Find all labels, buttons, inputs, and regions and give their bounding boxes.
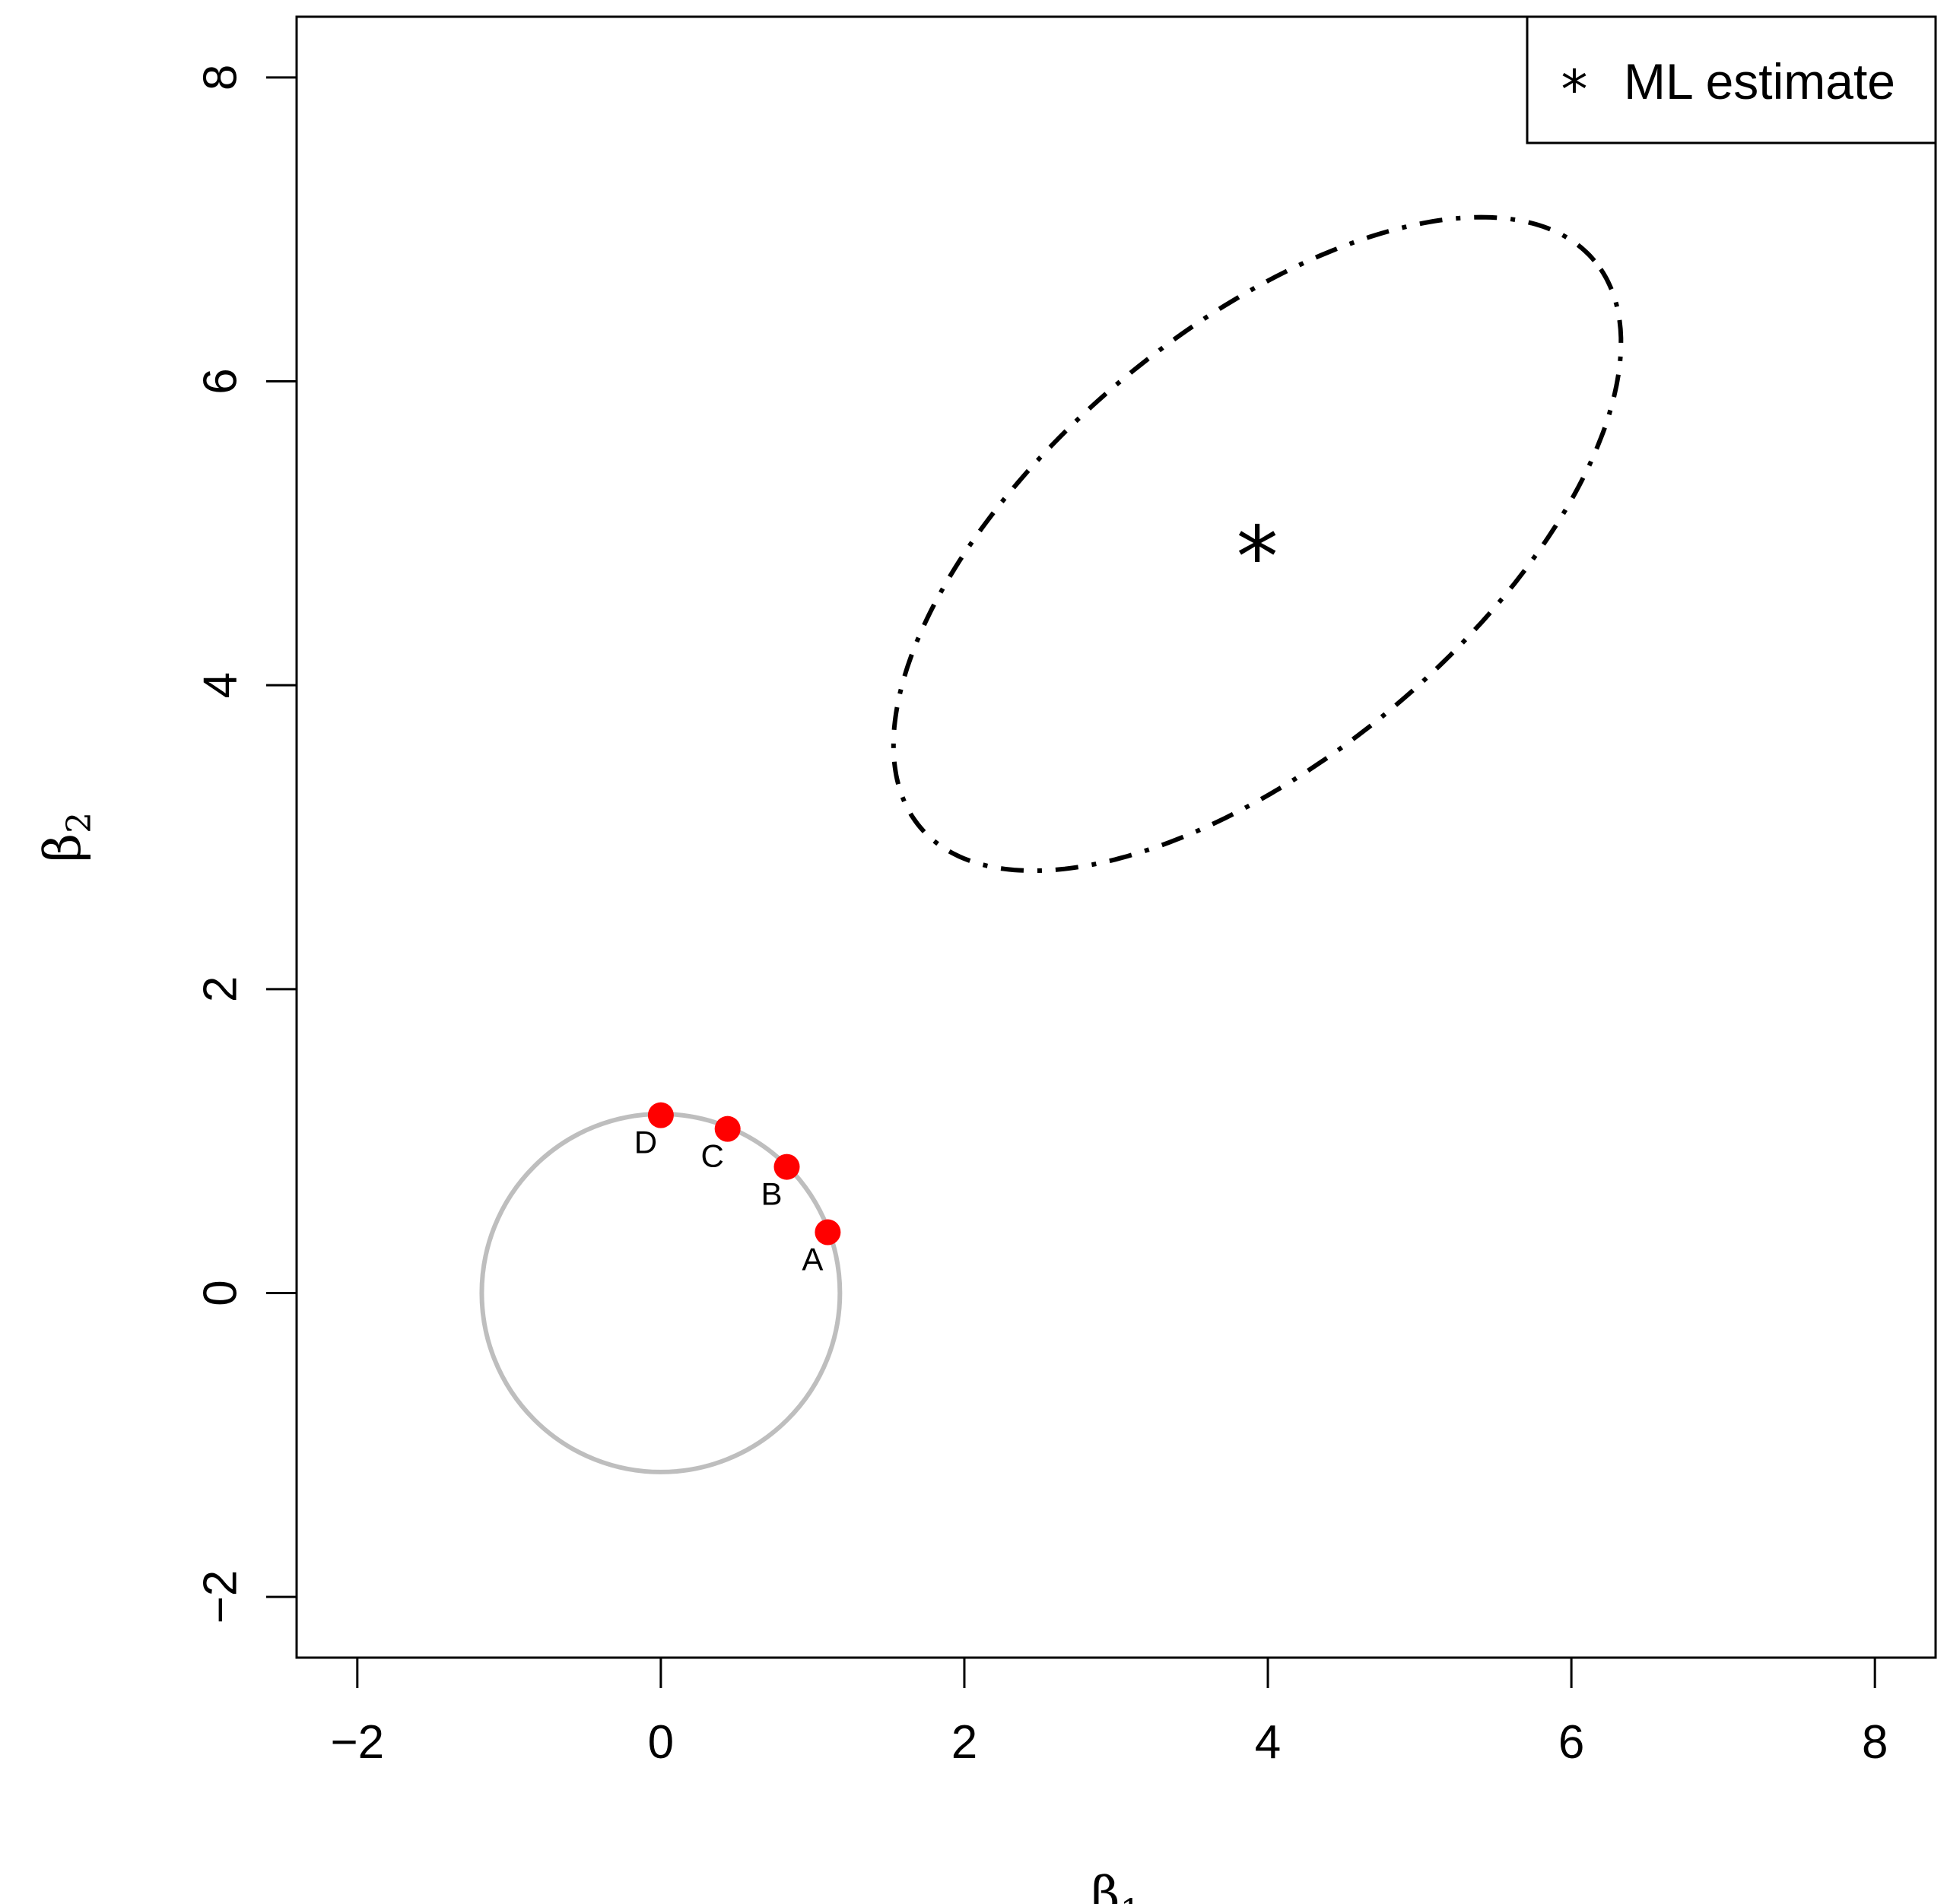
point-a (815, 1219, 841, 1246)
legend-marker: * (1561, 59, 1588, 121)
point-label-d: D (634, 1125, 657, 1160)
x-tick-label: 0 (648, 1716, 674, 1769)
x-tick-label: 2 (951, 1716, 977, 1769)
point-label-b: B (761, 1176, 782, 1212)
x-tick-label: −2 (330, 1716, 384, 1769)
legend: * ML estimate (1526, 15, 1937, 144)
x-tick-label: 4 (1255, 1716, 1281, 1769)
y-axis: −2 0 2 4 6 8 (195, 65, 298, 1624)
y-tick-label: 4 (195, 672, 247, 698)
y-axis-title-subscript: 2 (60, 812, 99, 833)
y-tick-label: 0 (195, 1280, 247, 1306)
y-axis-title: β2 (33, 812, 99, 862)
y-tick-label: 2 (195, 976, 247, 1002)
x-axis-title-subscript: 1 (1120, 1893, 1142, 1904)
y-axis-title-symbol: β (33, 833, 92, 862)
points-layer: AB C D (634, 1102, 841, 1277)
x-tick-label: 6 (1558, 1716, 1584, 1769)
x-tick-label: 8 (1862, 1716, 1888, 1769)
y-tick-label: −2 (195, 1570, 247, 1624)
ml-estimate-marker: * (1237, 508, 1278, 605)
legend-box (1526, 15, 1937, 144)
legend-label: ML estimate (1624, 53, 1895, 109)
point-label-c: C (701, 1138, 724, 1174)
point-d (647, 1102, 674, 1128)
y-tick-label: 8 (195, 65, 247, 90)
x-axis: −2 0 2 4 6 8 (330, 1656, 1888, 1769)
contour-ellipse (891, 214, 1624, 874)
x-axis-title-symbol: β (1091, 1866, 1120, 1904)
point-label-a: A (802, 1242, 823, 1277)
x-axis-title: β1 (1091, 1866, 1141, 1904)
point-c (714, 1115, 741, 1142)
point-b (773, 1154, 800, 1180)
y-tick-label: 6 (195, 368, 247, 394)
